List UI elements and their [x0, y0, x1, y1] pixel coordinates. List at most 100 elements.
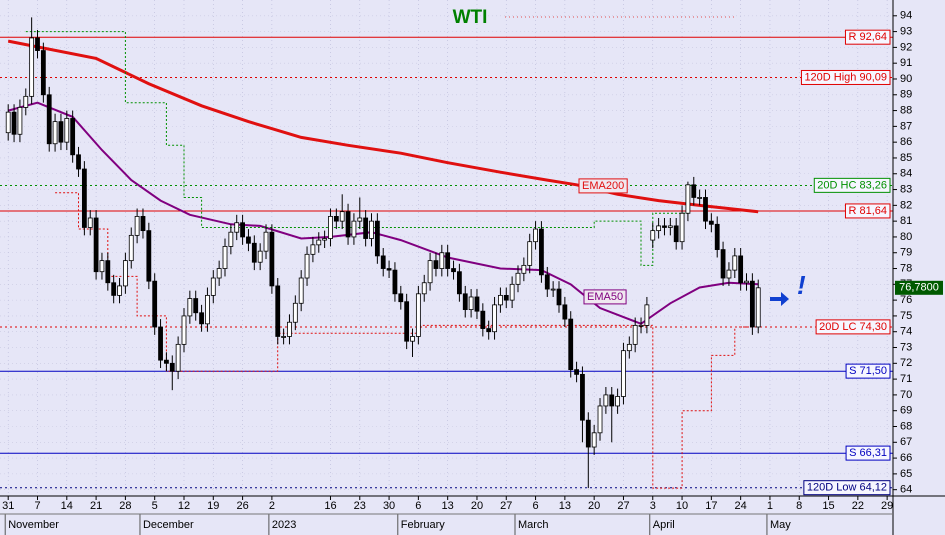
candle-body [626, 343, 632, 352]
candle-body [281, 336, 287, 338]
candle-body [5, 111, 11, 134]
y-tick-label: 93 [900, 25, 912, 37]
y-tick-label: 73 [900, 341, 912, 353]
candle-body [544, 274, 550, 290]
x-tick-label: 5 [152, 500, 158, 512]
label-box [583, 289, 627, 305]
candle-body [738, 255, 744, 284]
candle-body [29, 37, 35, 97]
candle-body [468, 296, 474, 311]
y-tick-label: 92 [900, 41, 912, 53]
candle-body [456, 271, 462, 295]
x-tick-label: 10 [676, 500, 688, 512]
y-tick-label: 86 [900, 136, 912, 148]
label-box [813, 177, 891, 193]
candle-body [128, 234, 134, 262]
y-tick-label: 78 [900, 262, 912, 274]
candle-body [345, 211, 351, 238]
candle-body [597, 405, 603, 434]
channel-line [25, 31, 688, 266]
label-box [845, 363, 891, 379]
candle-body [58, 121, 64, 143]
candle-body [451, 268, 456, 273]
month-label: November [8, 519, 59, 531]
candle-body [521, 264, 527, 274]
candle-body [644, 304, 650, 326]
y-tick-label: 84 [900, 168, 912, 180]
candle-body [70, 118, 76, 156]
candle-body [533, 228, 538, 243]
candle-body [222, 246, 228, 269]
y-tick-label: 64 [900, 484, 912, 496]
candle-body [23, 95, 29, 108]
candle-body [585, 419, 591, 448]
candle-body [140, 216, 146, 232]
candle-body [439, 252, 445, 269]
y-tick-label: 75 [900, 310, 912, 322]
level-label: R 92,64 [848, 31, 887, 43]
candle-body [169, 362, 175, 372]
x-tick-label: 20 [471, 500, 483, 512]
candle-body [580, 373, 585, 421]
indicator-line [7, 39, 759, 214]
candle-body [398, 293, 404, 303]
level-label: 20D HC 83,26 [817, 179, 887, 191]
candle-body [685, 184, 691, 214]
y-tick-label: 85 [900, 152, 912, 164]
x-tick-label: 27 [617, 500, 629, 512]
x-tick-label: 2 [269, 500, 275, 512]
x-tick-label: 24 [735, 500, 747, 512]
candle-body [52, 121, 58, 145]
y-tick-label: 87 [900, 120, 912, 132]
y-tick-label: 81 [900, 215, 912, 227]
candle-body [105, 260, 111, 284]
candle-body [216, 268, 222, 279]
candle-body [386, 268, 392, 271]
channel-line [55, 192, 759, 489]
candle-body [749, 280, 755, 328]
candle-body [720, 249, 726, 279]
candle-body [744, 280, 749, 284]
x-tick-label: 30 [383, 500, 395, 512]
candle-body [122, 260, 128, 287]
x-tick-label: 16 [324, 500, 336, 512]
month-label: March [518, 519, 549, 531]
y-tick-label: 67 [900, 436, 912, 448]
candle-body [380, 255, 386, 269]
y-tick-label: 89 [900, 89, 912, 101]
candle-body [175, 343, 181, 372]
y-tick-label: 71 [900, 373, 912, 385]
candle-body [193, 298, 199, 314]
candle-body [667, 225, 673, 228]
label-box [803, 480, 891, 496]
candle-body [292, 302, 298, 323]
candle-body [603, 394, 609, 407]
candle-body [539, 228, 544, 276]
candle-body [251, 242, 257, 263]
candle-body [369, 220, 374, 239]
x-tick-label: 21 [90, 500, 102, 512]
x-tick-label: 12 [178, 500, 190, 512]
candle-body [404, 301, 410, 342]
x-tick-label: 6 [533, 500, 539, 512]
y-tick-label: 65 [900, 468, 912, 480]
y-tick-label: 69 [900, 405, 912, 417]
candle-body [509, 283, 515, 301]
label-box [800, 69, 891, 85]
candle-body [615, 396, 620, 407]
candle-body [574, 369, 579, 375]
candle-body [492, 304, 497, 333]
y-tick-label: 79 [900, 247, 912, 259]
candle-body [410, 336, 415, 342]
candle-body [333, 216, 339, 222]
candle-body [287, 321, 292, 337]
chart-title: WTI [453, 7, 488, 28]
candle-body [363, 217, 369, 239]
candle-body [621, 350, 626, 397]
candle-body [11, 111, 17, 135]
candle-body [339, 211, 345, 222]
candle-body [228, 231, 234, 247]
candle-body [445, 252, 451, 269]
